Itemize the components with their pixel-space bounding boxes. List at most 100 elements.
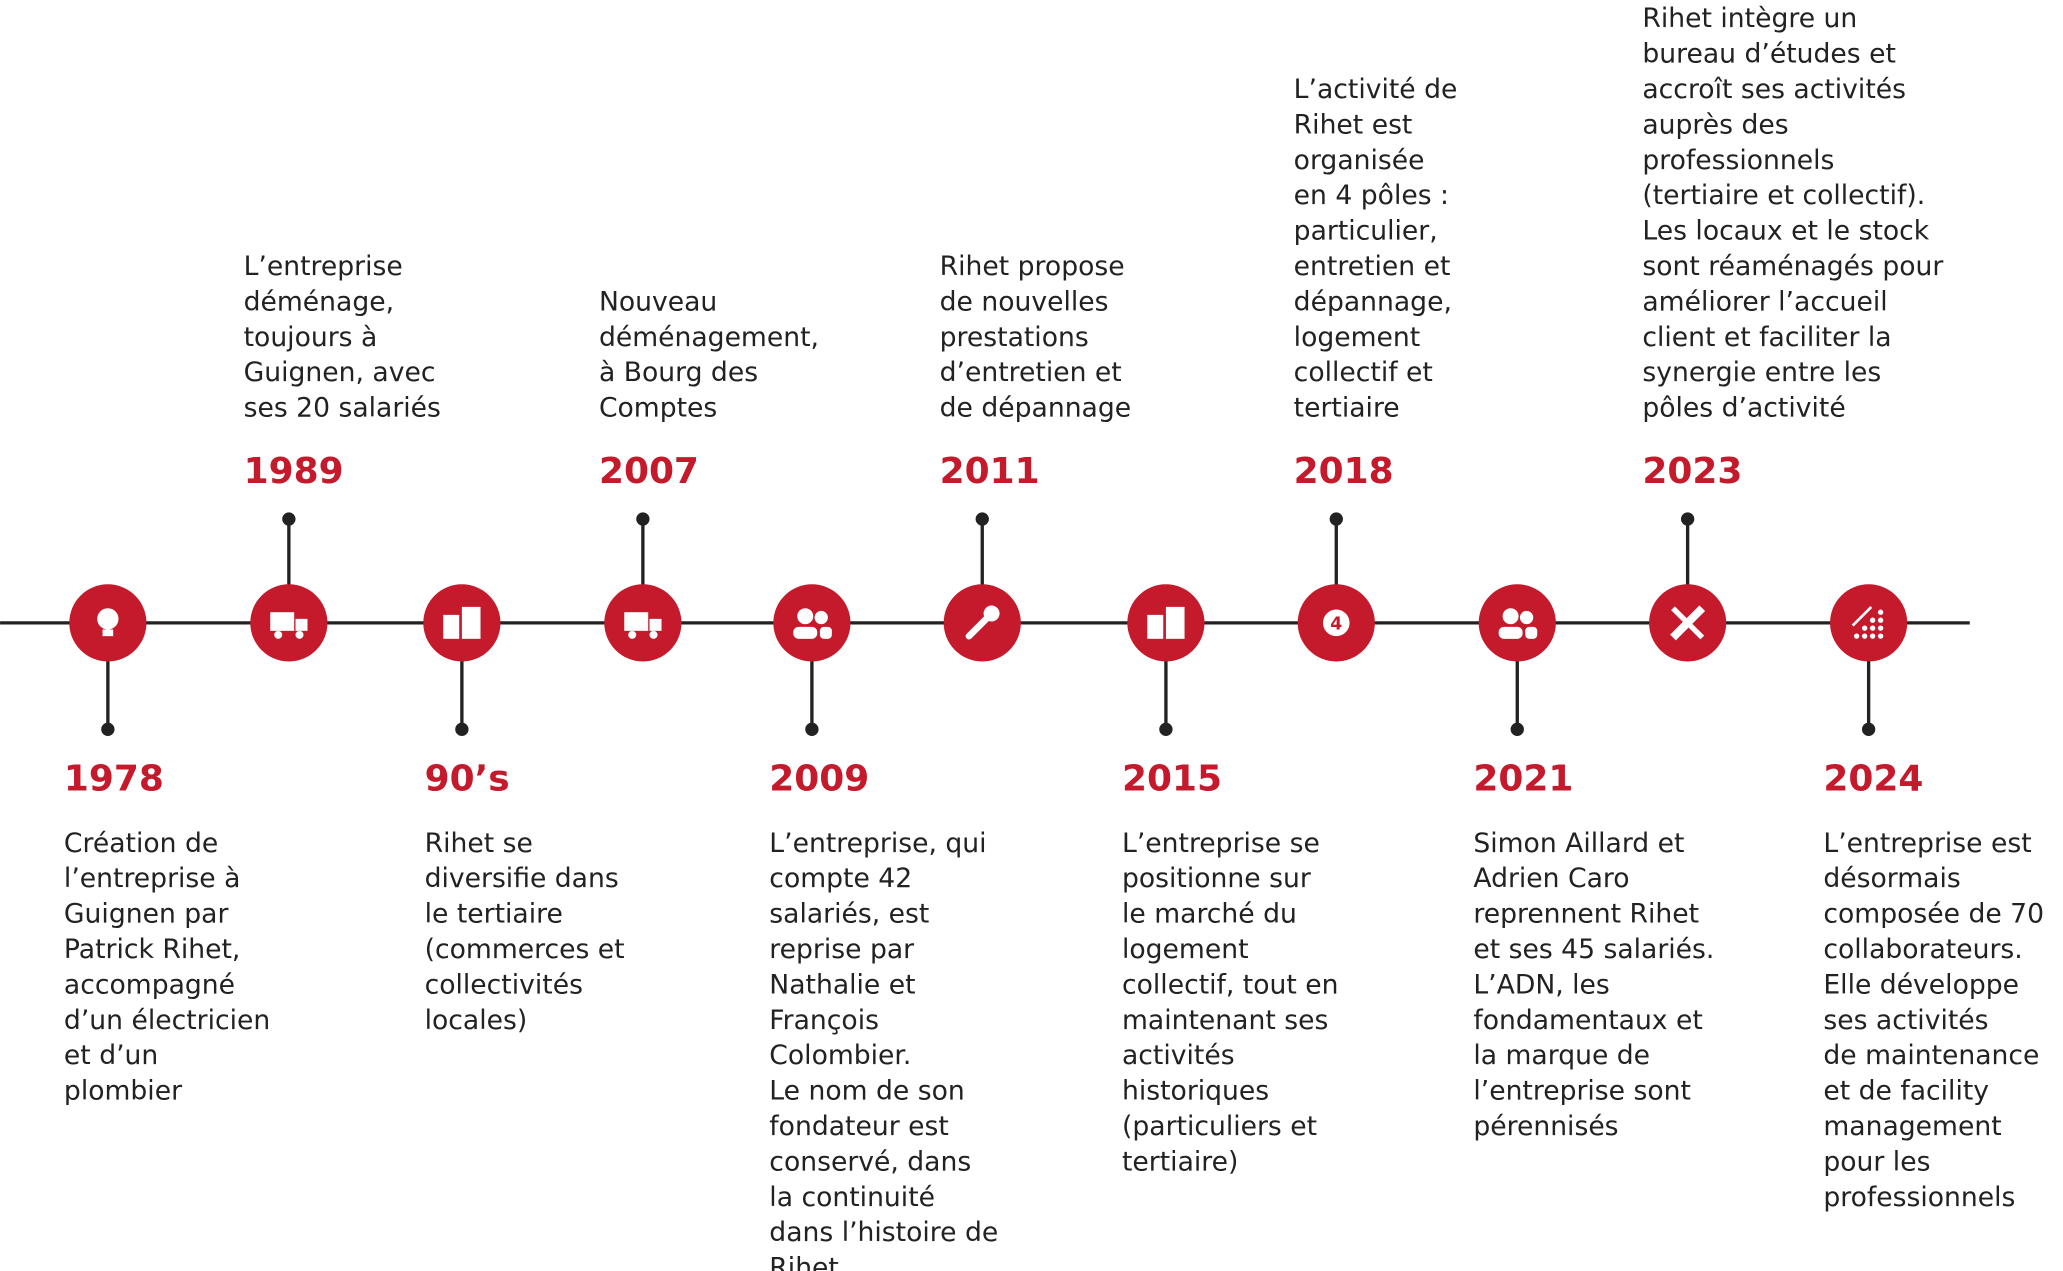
event-text: locales) — [425, 1005, 528, 1036]
event-text: historiques — [1122, 1076, 1269, 1107]
event-icon — [793, 608, 832, 639]
event-icon — [1670, 605, 1706, 641]
event-text: pôles d’activité — [1642, 393, 1845, 424]
event-circle — [1830, 584, 1908, 662]
event-text: Colombier. — [769, 1040, 911, 1071]
event-text: François — [769, 1005, 879, 1036]
connector-dot — [975, 512, 989, 526]
event-text: le tertiaire — [425, 899, 563, 930]
event-text: L’ADN, les — [1473, 969, 1609, 1000]
event-text: ses 20 salariés — [244, 393, 441, 424]
icon-shape — [1519, 610, 1534, 625]
icon-shape — [1851, 605, 1873, 627]
event-text: plombier — [64, 1076, 182, 1107]
event-text: tertiaire) — [1122, 1146, 1238, 1177]
event-text: auprès des — [1642, 109, 1788, 140]
icon-shape — [1861, 633, 1868, 639]
event-text: Rihet se — [425, 828, 533, 859]
event-text: positionne sur — [1122, 863, 1311, 894]
event-text: fondamentaux et — [1473, 1005, 1702, 1036]
connector-dot — [455, 722, 469, 736]
event-text: professionnels — [1642, 145, 1834, 176]
icon-shape — [1671, 606, 1705, 640]
event-text: Guignen, avec — [244, 357, 436, 388]
event-text: et de facility — [1823, 1076, 1989, 1107]
event-text: dépannage, — [1294, 286, 1452, 317]
event-year: 2024 — [1823, 759, 1923, 800]
event-text: compte 42 — [769, 863, 912, 894]
event-text: L’entreprise — [244, 251, 403, 282]
event-icon — [1147, 606, 1185, 639]
icon-shape — [1869, 617, 1876, 623]
icon-shape — [97, 608, 119, 630]
event-circle — [1478, 584, 1556, 662]
icon-shape — [624, 612, 649, 631]
event-year: 2015 — [1122, 759, 1222, 800]
event-text: accroît ses activités — [1642, 74, 1906, 105]
event-text: pour les — [1823, 1146, 1930, 1177]
event-text: en 4 pôles : — [1294, 180, 1449, 211]
event-icon: 4 — [1322, 609, 1350, 637]
event-text: Adrien Caro — [1473, 863, 1629, 894]
event-text: client et faciliter la — [1642, 322, 1891, 353]
event-text: Création de — [64, 828, 218, 859]
event-text: particulier, — [1294, 216, 1438, 247]
event-year: 2021 — [1473, 759, 1573, 800]
event-text: collectif et — [1294, 357, 1433, 388]
event-text: toujours à — [244, 322, 378, 353]
event-text: collectivités — [425, 969, 583, 1000]
connector-dot — [1510, 722, 1524, 736]
event-text: la continuité — [769, 1182, 935, 1213]
event-text: Le nom de son — [769, 1076, 964, 1107]
event-text: l’entreprise à — [64, 863, 240, 894]
connector-dot — [805, 722, 819, 736]
event-text: à Bourg des — [599, 357, 758, 388]
event-text: collaborateurs. — [1823, 934, 2022, 965]
icon-shape — [1869, 625, 1876, 631]
event-text: Guignen par — [64, 899, 229, 930]
event-text: Elle développe — [1823, 969, 2019, 1000]
event-text: activités — [1122, 1040, 1235, 1071]
event-icon — [443, 606, 481, 639]
event-text: Nouveau — [599, 286, 717, 317]
event-text: déménage, — [244, 286, 394, 317]
icon-shape — [295, 630, 304, 639]
icon-shape — [1502, 608, 1519, 625]
icon-shape — [819, 626, 832, 639]
connector-dot — [1680, 512, 1695, 526]
event-text: Les locaux et le stock — [1642, 216, 1929, 247]
event-text: Rihet intègre un — [1642, 3, 1857, 34]
event-year: 2007 — [599, 451, 699, 492]
event-text: (commerces et — [425, 934, 625, 965]
icon-shape — [797, 608, 814, 625]
event-text: l’entreprise sont — [1473, 1076, 1691, 1107]
icon-shape — [1322, 609, 1350, 637]
event-text: et d’un — [64, 1040, 158, 1071]
event-text: Rihet — [769, 1253, 839, 1271]
icon-shape — [1147, 614, 1164, 639]
icon-shape — [443, 614, 460, 639]
connector-dot — [1861, 722, 1876, 736]
icon-shape — [628, 630, 637, 639]
event-text: entretien et — [1294, 251, 1451, 282]
event-year: 2009 — [769, 759, 869, 800]
event-text: Rihet est — [1294, 109, 1413, 140]
event-year: 1989 — [244, 451, 344, 492]
event-icon — [97, 608, 119, 637]
event-text: accompagné — [64, 969, 235, 1000]
event-text: tertiaire — [1294, 393, 1400, 424]
event-icon — [624, 612, 662, 639]
icon-shape — [1853, 633, 1860, 639]
event-text: salariés, est — [769, 899, 929, 930]
icon-shape — [1877, 609, 1884, 615]
icon-shape — [295, 618, 308, 631]
event-text: synergie entre les — [1642, 357, 1881, 388]
event-text: d’entretien et — [940, 357, 1122, 388]
event-icon — [1851, 605, 1884, 639]
connector-dot — [636, 512, 650, 526]
event-text: prestations — [940, 322, 1089, 353]
event-text: de dépannage — [940, 393, 1131, 424]
event-text: (particuliers et — [1122, 1111, 1317, 1142]
